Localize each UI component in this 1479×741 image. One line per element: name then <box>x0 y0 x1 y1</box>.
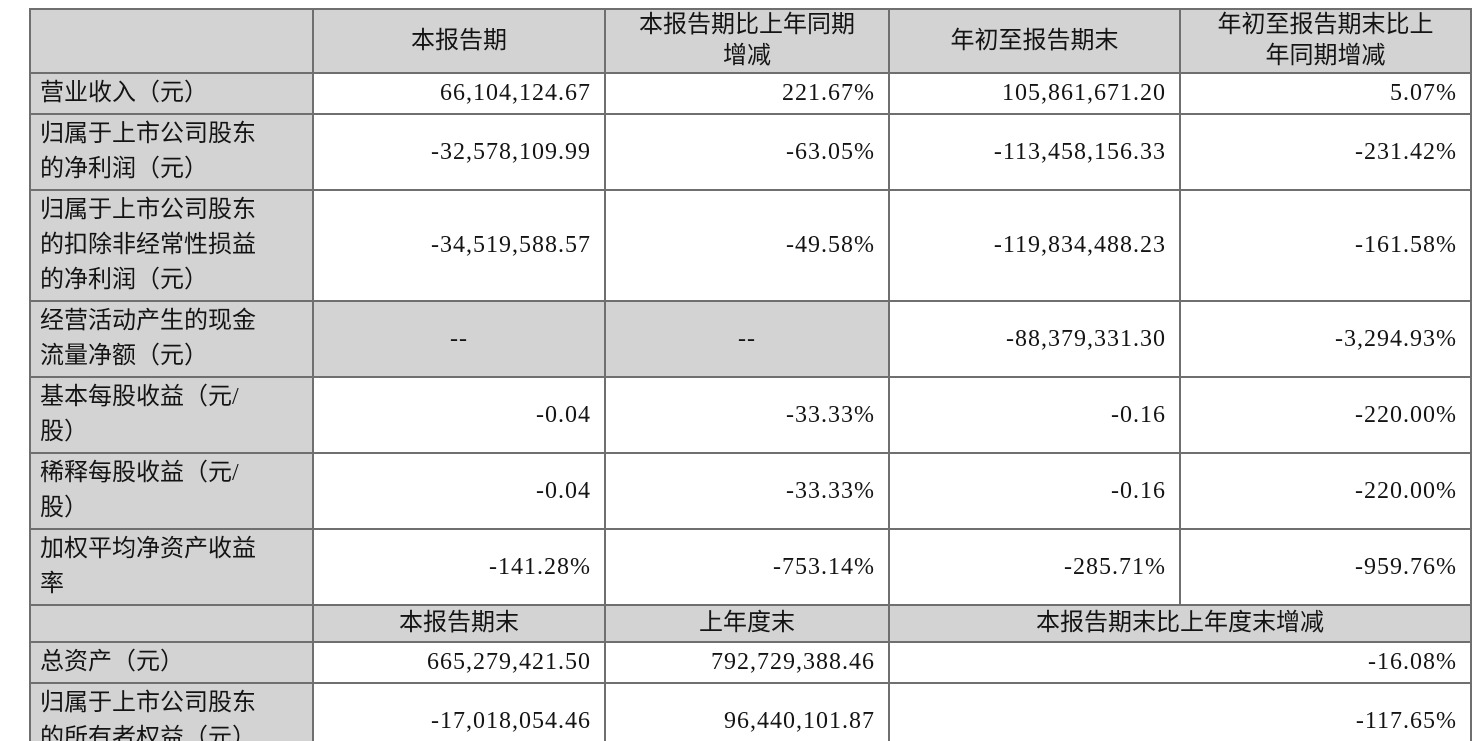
row-label: 经营活动产生的现金 流量净额（元） <box>29 300 314 378</box>
cell-end-of-period: -17,018,054.46 <box>312 682 606 741</box>
cell-yoy-change: -753.14% <box>604 528 890 606</box>
col-header-year-to-date: 年初至报告期末 <box>888 8 1181 74</box>
col-header-current-period-yoy-change: 本报告期比上年同期 增减 <box>604 8 890 74</box>
col-header-blank-2 <box>29 604 314 643</box>
row-net-profit-attributable: 归属于上市公司股东 的净利润（元） -32,578,109.99 -63.05%… <box>29 113 1472 191</box>
cell-ytd: -88,379,331.30 <box>888 300 1181 378</box>
cell-current-period: -0.04 <box>312 376 606 454</box>
cell-ytd-yoy-change: -220.00% <box>1179 376 1472 454</box>
cell-current-period: -32,578,109.99 <box>312 113 606 191</box>
cell-yoy-change: 221.67% <box>604 72 890 115</box>
cell-ytd: -113,458,156.33 <box>888 113 1181 191</box>
cell-ytd: -0.16 <box>888 376 1181 454</box>
row-label: 归属于上市公司股东 的扣除非经常性损益 的净利润（元） <box>29 189 314 302</box>
cell-ytd: 105,861,671.20 <box>888 72 1181 115</box>
cell-yoy-change: -33.33% <box>604 452 890 530</box>
cell-end-of-last-year: 792,729,388.46 <box>604 641 890 684</box>
section2-header-row: 本报告期末 上年度末 本报告期末比上年度末增减 <box>29 604 1472 643</box>
col-header-end-of-last-year: 上年度末 <box>604 604 890 643</box>
cell-yoy-change: -33.33% <box>604 376 890 454</box>
cell-ytd-yoy-change: -161.58% <box>1179 189 1472 302</box>
cell-end-of-period: 665,279,421.50 <box>312 641 606 684</box>
key-financial-data-table: 本报告期 本报告期比上年同期 增减 年初至报告期末 年初至报告期末比上 年同期增… <box>29 8 1472 741</box>
row-label: 基本每股收益（元/ 股） <box>29 376 314 454</box>
col-header-end-of-current-period: 本报告期末 <box>312 604 606 643</box>
cell-ytd-yoy-change: -959.76% <box>1179 528 1472 606</box>
cell-ytd: -285.71% <box>888 528 1181 606</box>
row-diluted-eps: 稀释每股收益（元/ 股） -0.04 -33.33% -0.16 -220.00… <box>29 452 1472 530</box>
cell-current-period: -0.04 <box>312 452 606 530</box>
cell-ytd: -119,834,488.23 <box>888 189 1181 302</box>
cell-current-period-na: -- <box>312 300 606 378</box>
cell-end-of-last-year: 96,440,101.87 <box>604 682 890 741</box>
row-label: 归属于上市公司股东 的所有者权益（元） <box>29 682 314 741</box>
col-header-ytd-yoy-change: 年初至报告期末比上 年同期增减 <box>1179 8 1472 74</box>
section1-header-row: 本报告期 本报告期比上年同期 增减 年初至报告期末 年初至报告期末比上 年同期增… <box>29 8 1472 74</box>
col-header-change-vs-last-year-end: 本报告期末比上年度末增减 <box>888 604 1472 643</box>
row-net-profit-excl-nonrecurring: 归属于上市公司股东 的扣除非经常性损益 的净利润（元） -34,519,588.… <box>29 189 1472 302</box>
col-header-blank <box>29 8 314 74</box>
row-operating-cash-flow: 经营活动产生的现金 流量净额（元） -- -- -88,379,331.30 -… <box>29 300 1472 378</box>
row-label: 归属于上市公司股东 的净利润（元） <box>29 113 314 191</box>
row-operating-revenue: 营业收入（元） 66,104,124.67 221.67% 105,861,67… <box>29 72 1472 115</box>
row-label: 营业收入（元） <box>29 72 314 115</box>
cell-current-period: 66,104,124.67 <box>312 72 606 115</box>
row-total-assets: 总资产（元） 665,279,421.50 792,729,388.46 -16… <box>29 641 1472 684</box>
row-basic-eps: 基本每股收益（元/ 股） -0.04 -33.33% -0.16 -220.00… <box>29 376 1472 454</box>
cell-ytd-yoy-change: -220.00% <box>1179 452 1472 530</box>
cell-ytd-yoy-change: -3,294.93% <box>1179 300 1472 378</box>
cell-yoy-change: -63.05% <box>604 113 890 191</box>
cell-yoy-change-na: -- <box>604 300 890 378</box>
cell-ytd-yoy-change: 5.07% <box>1179 72 1472 115</box>
cell-current-period: -34,519,588.57 <box>312 189 606 302</box>
row-equity-attributable: 归属于上市公司股东 的所有者权益（元） -17,018,054.46 96,44… <box>29 682 1472 741</box>
row-label: 总资产（元） <box>29 641 314 684</box>
cell-yoy-change: -49.58% <box>604 189 890 302</box>
cell-ytd: -0.16 <box>888 452 1181 530</box>
cell-current-period: -141.28% <box>312 528 606 606</box>
cell-change-vs-last-year-end: -117.65% <box>888 682 1472 741</box>
row-label: 稀释每股收益（元/ 股） <box>29 452 314 530</box>
row-weighted-avg-roe: 加权平均净资产收益 率 -141.28% -753.14% -285.71% -… <box>29 528 1472 606</box>
col-header-current-period: 本报告期 <box>312 8 606 74</box>
row-label: 加权平均净资产收益 率 <box>29 528 314 606</box>
cell-ytd-yoy-change: -231.42% <box>1179 113 1472 191</box>
cell-change-vs-last-year-end: -16.08% <box>888 641 1472 684</box>
